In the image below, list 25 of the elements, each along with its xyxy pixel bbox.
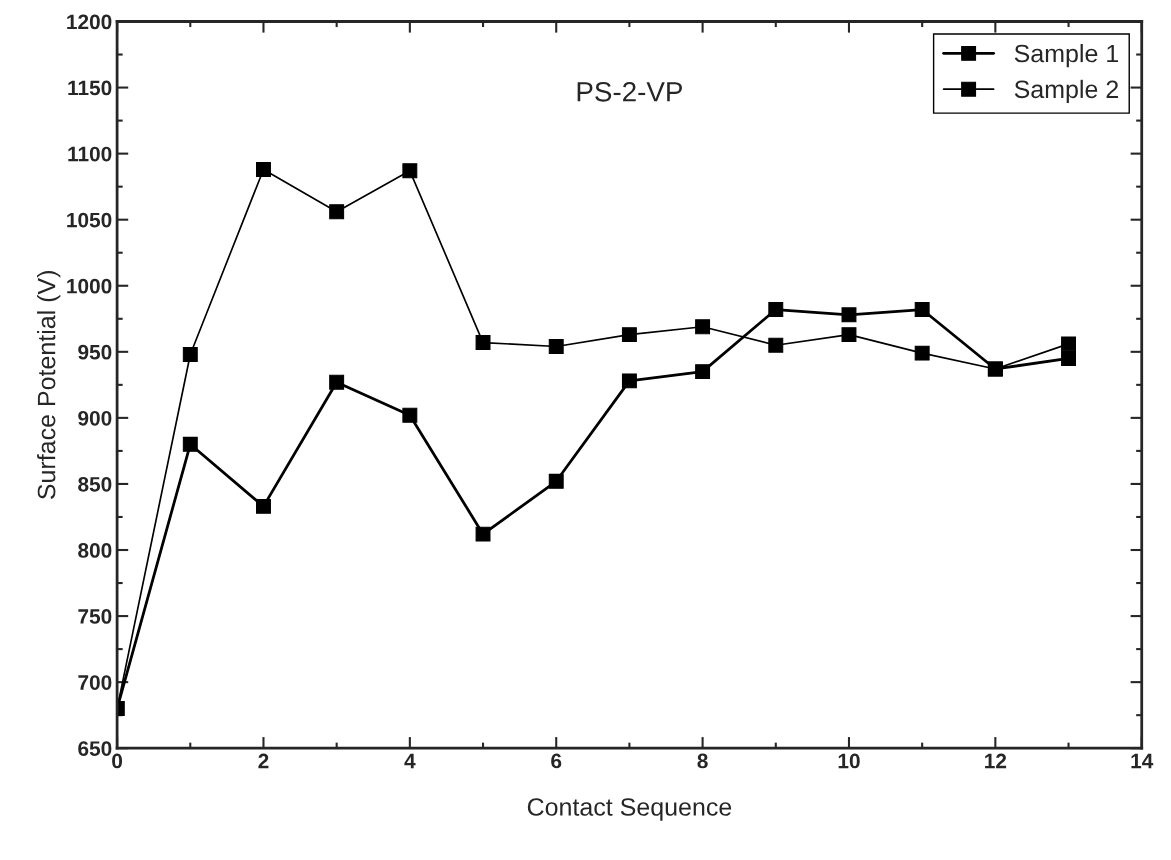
y-tick-label: 650 [78,741,112,756]
y-tick-label: 900 [78,410,112,426]
x-tick-label: 4 [404,753,416,769]
y-tick-label: 950 [78,344,112,360]
y-tick-label: 750 [78,609,112,624]
legend-label: Sample 1 [1014,44,1119,68]
x-tick-label: 2 [258,753,269,769]
x-tick-label: 8 [697,753,708,769]
y-tick-label: 850 [78,476,112,492]
text: PS-2-VP [577,81,682,102]
y-tick-label: 1050 [67,212,112,228]
legend-label: Sample 2 [1014,79,1118,104]
y-tick-label: 700 [78,675,112,690]
x-tick-label: 10 [838,753,860,769]
x-tick-label: 14 [1131,753,1154,769]
y-tick-label: 1000 [67,278,112,294]
y-tick-label: 1100 [68,146,112,162]
y-axis-title: Surface Potential (V) [37,271,61,500]
x-axis-title: Contact Sequence [527,798,732,821]
x-tick-label: 12 [985,753,1007,769]
y-tick-label: 1150 [68,80,112,96]
y-tick-label: 800 [78,543,112,558]
y-tick-label: 1200 [67,14,112,30]
x-tick-label: 0 [112,753,123,769]
x-tick-label: 6 [551,753,562,769]
